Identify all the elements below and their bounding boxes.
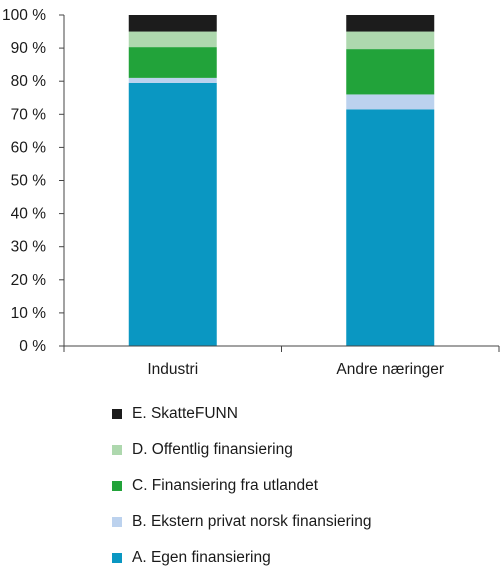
legend-item: C. Finansiering fra utlandet <box>112 468 372 504</box>
x-axis: Industri Andre næringer <box>63 345 500 378</box>
y-tick-label: 80 % <box>11 73 47 90</box>
y-tick-label: 0 % <box>19 338 46 355</box>
legend-label: D. Offentlig finansiering <box>132 441 293 458</box>
legend-swatch <box>112 517 122 527</box>
legend-swatch <box>112 445 122 455</box>
legend-item: A. Egen finansiering <box>112 540 372 576</box>
legend-swatch <box>112 409 122 419</box>
x-category-label: Industri <box>147 361 198 378</box>
legend-item: E. SkatteFUNN <box>112 396 372 432</box>
legend-label: E. SkatteFUNN <box>132 405 238 422</box>
bar-segment-2-4 <box>346 31 435 50</box>
y-tick-label: 100 % <box>2 7 46 24</box>
y-axis: 0 % 10 % 20 % 30 % 40 % 50 % 60 % 70 % 80 % 90 % 1… <box>2 7 65 355</box>
bar-segment-2-2 <box>346 94 435 110</box>
y-tick-label: 60 % <box>11 139 47 156</box>
x-category-label: Andre næringer <box>336 361 444 378</box>
legend: E. SkatteFUNN D. Offentlig finansiering C.… <box>112 396 372 576</box>
y-tick-label: 90 % <box>11 40 47 57</box>
bar-segment-1-2 <box>128 77 217 83</box>
bar-segment-1-3 <box>128 47 217 78</box>
legend-label: B. Ekstern privat norsk finansiering <box>132 513 372 530</box>
legend-item: D. Offentlig finansiering <box>112 432 372 468</box>
legend-item: B. Ekstern privat norsk finansiering <box>112 504 372 540</box>
y-tick-label: 40 % <box>11 206 47 223</box>
bars <box>128 15 435 347</box>
y-tick-label: 10 % <box>11 305 47 322</box>
legend-label: C. Finansiering fra utlandet <box>132 477 319 494</box>
bar-segment-2-3 <box>346 49 435 95</box>
y-tick-label: 50 % <box>11 173 47 190</box>
bar-segment-1-1 <box>128 82 217 346</box>
bar-segment-1-4 <box>128 31 217 48</box>
bar-segment-1-5 <box>128 15 217 32</box>
bar-segment-2-1 <box>346 109 435 347</box>
legend-label: A. Egen finansiering <box>132 549 271 566</box>
y-tick-label: 70 % <box>11 106 47 123</box>
y-tick-label: 20 % <box>11 272 47 289</box>
legend-swatch <box>112 553 122 563</box>
y-tick-label: 30 % <box>11 239 47 256</box>
legend-swatch <box>112 481 122 491</box>
bar-segment-2-5 <box>346 15 435 32</box>
